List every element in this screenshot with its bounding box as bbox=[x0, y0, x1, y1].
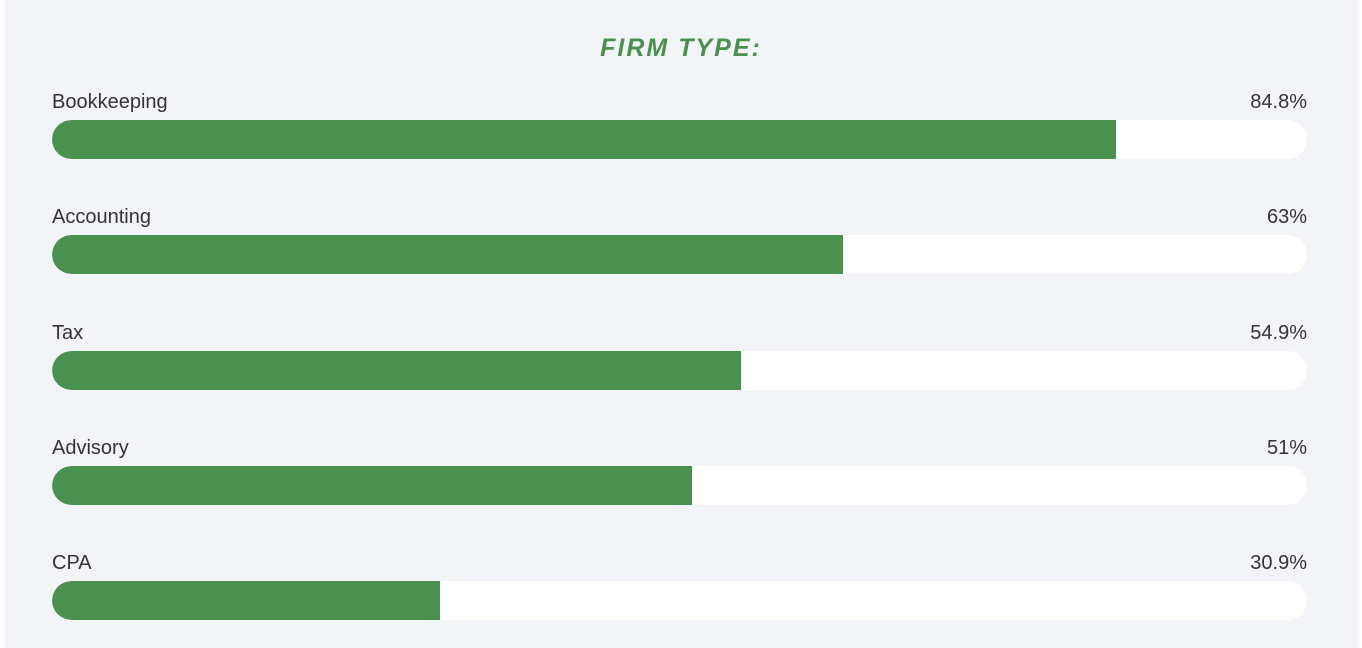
bar-value-label: 54.9% bbox=[1250, 322, 1307, 344]
bar-fill bbox=[52, 581, 440, 620]
bar-label: Bookkeeping bbox=[52, 91, 168, 113]
bar-row-accounting: Accounting 63% bbox=[52, 205, 1307, 275]
chart-panel: FIRM TYPE: Bookkeeping 84.8% Accounting 63%… bbox=[4, 0, 1358, 648]
bar-track bbox=[52, 235, 1307, 274]
bar-fill bbox=[52, 466, 693, 505]
bar-track bbox=[52, 351, 1307, 390]
bar-label: Accounting bbox=[52, 206, 151, 228]
bar-track bbox=[52, 120, 1307, 159]
bar-value-label: 84.8% bbox=[1250, 91, 1307, 113]
bar-row-bookkeeping: Bookkeeping 84.8% bbox=[52, 90, 1307, 160]
bar-label: CPA bbox=[52, 552, 92, 574]
bar-fill bbox=[52, 351, 741, 390]
bar-fill bbox=[52, 120, 1117, 159]
bar-track bbox=[52, 581, 1307, 620]
chart-title: FIRM TYPE: bbox=[600, 34, 762, 62]
bar-row-tax: Tax 54.9% bbox=[52, 321, 1307, 391]
bar-label: Tax bbox=[52, 322, 84, 344]
bar-row-advisory: Advisory 51% bbox=[52, 436, 1307, 506]
bar-row-cpa: CPA 30.9% bbox=[52, 551, 1307, 621]
bar-value-label: 63% bbox=[1266, 206, 1307, 228]
bar-track bbox=[52, 466, 1307, 505]
bar-value-label: 51% bbox=[1266, 437, 1307, 459]
bar-fill bbox=[52, 235, 843, 274]
bar-value-label: 30.9% bbox=[1250, 552, 1307, 574]
bar-label: Advisory bbox=[52, 437, 129, 459]
